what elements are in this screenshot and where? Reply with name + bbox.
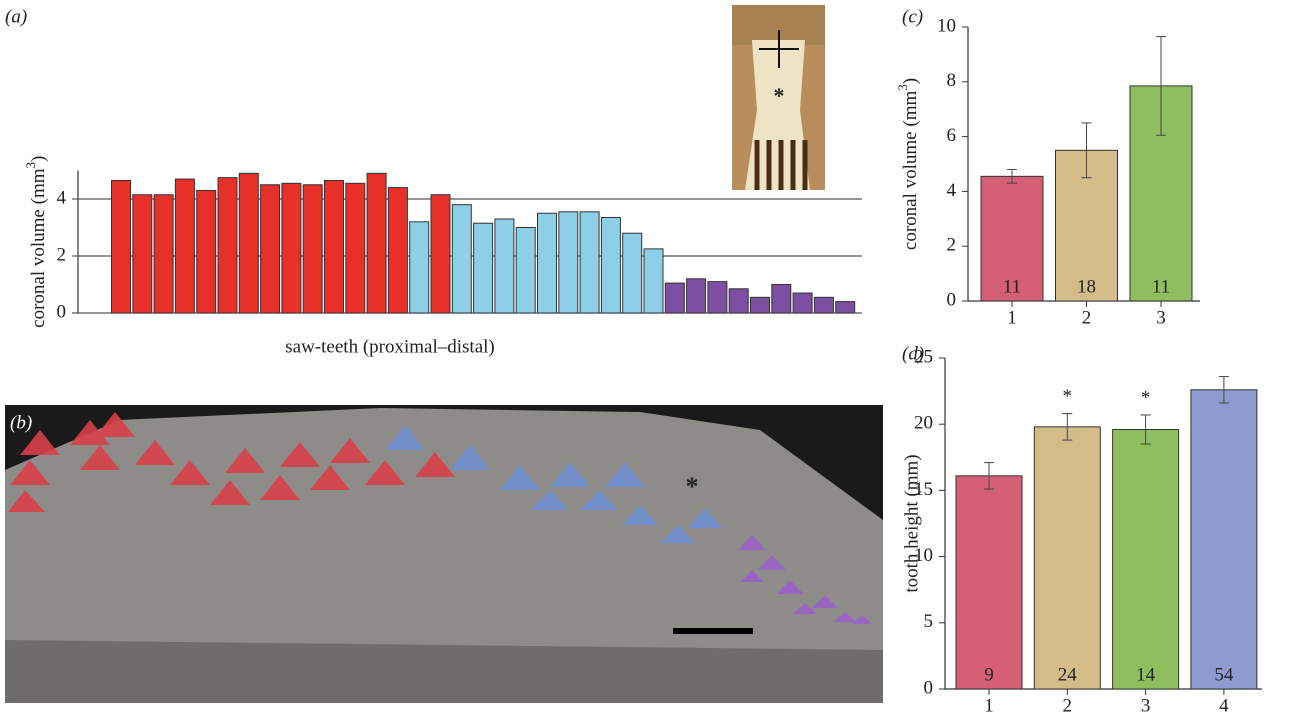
bar [451,204,472,314]
panel-label: (d) [902,343,924,364]
bar [132,194,153,314]
x-axis-label: saw-teeth (proximal–distal) [285,336,494,357]
bar [515,227,536,314]
error-bar [1156,36,1166,136]
y-axis-label-part: ) [28,156,49,162]
y-tick-label: 2 [57,244,67,265]
sample-count: 24 [1058,664,1078,685]
bar [281,182,302,314]
bar [1033,426,1101,690]
bar [664,282,685,314]
y-axis-label-part: coronal volume (mm [28,168,49,328]
error-bar [1081,122,1092,179]
significance-marker: * [1063,386,1073,407]
error-bar [1062,413,1073,441]
x-tick-label: 1 [984,695,994,716]
bar [217,177,238,314]
bar [1190,389,1258,690]
error-bar [984,462,994,490]
y-axis-label-part: ) [900,78,921,84]
panel-label: (a) [5,6,27,27]
bar [707,281,728,314]
bar [643,248,664,314]
y-tick-label: 20 [914,413,933,434]
y-tick-label: 15 [914,479,933,500]
error-bar [1007,168,1017,184]
y-axis-label: tooth height (mm) [901,454,922,592]
y-tick-label: 10 [937,15,956,36]
y-tick-label: 0 [57,301,67,322]
x-tick-label: 4 [1219,695,1229,716]
bar [238,172,259,314]
x-tick-label: 2 [1082,307,1092,328]
bar [153,194,174,314]
error-bar [1140,414,1151,445]
y-tick-label: 8 [947,70,957,91]
bar [494,218,515,314]
y-axis-label-part: 3 [895,84,910,91]
bar [302,184,323,314]
error-bar [1218,376,1229,404]
y-tick-label: 25 [914,346,933,367]
bar [1112,428,1180,690]
bar [771,284,792,314]
bar [345,182,366,314]
x-tick-label: 3 [1156,307,1166,328]
bar [750,296,770,314]
inset-photo: * [732,5,825,190]
panel-label: (b) [10,412,32,433]
x-tick-label: 2 [1063,695,1073,716]
significance-marker: * [1141,387,1151,408]
bar [387,187,408,314]
y-tick-label: 4 [947,180,957,201]
x-tick-label: 1 [1007,307,1017,328]
sample-count: 54 [1214,664,1234,685]
bar [728,288,749,314]
y-axis-label-part: 3 [23,162,38,169]
y-tick-label: 6 [947,125,957,146]
bar [835,301,856,314]
bar [430,194,451,314]
y-tick-label: 10 [914,545,933,566]
sample-count: 9 [984,664,994,685]
bar [174,178,195,314]
sample-count: 11 [1003,276,1021,297]
bar [622,232,643,314]
bar [537,212,557,314]
y-axis-label: coronal volume (mm3) [23,156,49,328]
panel-label: (c) [902,6,923,27]
y-tick-label: 0 [947,289,957,310]
y-tick-label: 4 [57,187,67,208]
y-tick-label: 5 [924,611,934,632]
bar [813,296,834,314]
bar [686,278,707,314]
bar [600,217,621,314]
bar [409,221,430,314]
bar [792,292,813,314]
bar [111,179,131,314]
inset-annotation: * [774,83,785,108]
sample-count: 14 [1136,664,1156,685]
y-tick-label: 0 [924,677,934,698]
specimen-photo: * (b) [5,405,883,703]
bar [260,184,281,314]
y-axis-label-part: coronal volume (mm [900,91,921,251]
y-axis-label: coronal volume (mm3) [895,78,921,250]
y-tick-label: 2 [947,235,957,256]
bar [579,211,600,314]
photo-annotation: * [686,472,699,501]
sample-count: 18 [1077,276,1096,297]
bar [955,475,1023,690]
bar [196,189,217,314]
bar [324,179,344,314]
x-tick-label: 3 [1141,695,1151,716]
bar [558,211,579,314]
bar [366,172,387,314]
bar [473,222,494,314]
sample-count: 11 [1152,276,1170,297]
